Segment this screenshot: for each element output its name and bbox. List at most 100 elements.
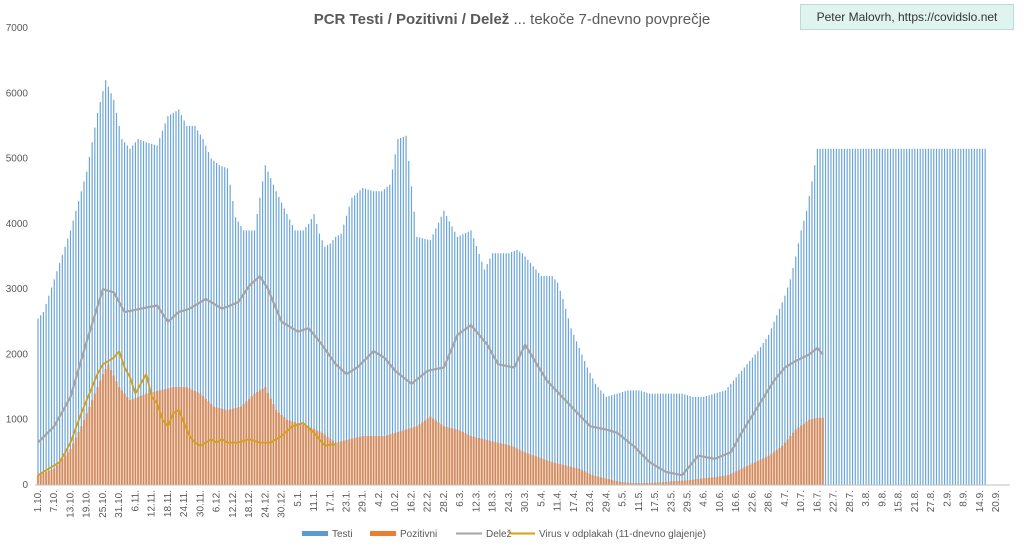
bar-pozitivni bbox=[261, 388, 264, 485]
bar-pozitivni bbox=[150, 392, 153, 485]
y-tick-label: 2000 bbox=[6, 349, 29, 360]
bar-pozitivni bbox=[310, 427, 313, 485]
bar-testi bbox=[841, 148, 843, 485]
bar-pozitivni bbox=[716, 476, 719, 485]
bar-testi bbox=[789, 279, 791, 485]
x-tick-label: 24.12. bbox=[260, 490, 271, 518]
bar-testi bbox=[681, 393, 683, 485]
bar-testi bbox=[286, 214, 288, 485]
x-tick-label: 24.3. bbox=[504, 490, 515, 512]
bar-testi bbox=[381, 191, 383, 485]
bar-pozitivni bbox=[691, 479, 695, 485]
bar-pozitivni bbox=[104, 369, 107, 485]
bar-pozitivni bbox=[426, 418, 429, 485]
bar-pozitivni bbox=[364, 436, 367, 485]
bar-testi bbox=[605, 396, 607, 485]
bar-testi bbox=[562, 298, 564, 485]
bar-pozitivni bbox=[659, 482, 662, 485]
bar-testi bbox=[362, 187, 364, 485]
bar-pozitivni bbox=[99, 380, 102, 485]
bar-pozitivni bbox=[689, 480, 692, 485]
bar-pozitivni bbox=[218, 407, 221, 485]
bar-pozitivni bbox=[118, 387, 121, 485]
bar-pozitivni bbox=[348, 439, 351, 485]
bar-testi bbox=[59, 263, 61, 485]
bar-testi bbox=[153, 144, 155, 485]
bar-testi bbox=[784, 295, 786, 485]
x-tick-label: 4.2. bbox=[374, 490, 385, 507]
x-tick-label: 23.5. bbox=[666, 490, 677, 512]
x-tick-label: 4.7. bbox=[780, 490, 791, 507]
bar-pozitivni bbox=[778, 447, 781, 485]
bar-pozitivni bbox=[407, 428, 410, 485]
bar-pozitivni bbox=[185, 387, 188, 485]
bar-testi bbox=[519, 251, 521, 485]
bar-pozitivni bbox=[523, 452, 527, 485]
bar-pozitivni bbox=[131, 399, 134, 485]
bar-pozitivni bbox=[172, 387, 175, 485]
bar-pozitivni bbox=[575, 468, 578, 485]
bar-pozitivni bbox=[567, 466, 570, 485]
bar-testi bbox=[895, 148, 897, 485]
bar-testi bbox=[473, 238, 475, 485]
bar-pozitivni bbox=[569, 466, 573, 485]
bar-pozitivni bbox=[764, 456, 768, 485]
y-tick-label: 6000 bbox=[6, 88, 29, 99]
bar-testi bbox=[262, 181, 264, 486]
bar-testi bbox=[686, 395, 689, 485]
x-tick-label: 19.10. bbox=[82, 490, 93, 518]
bar-pozitivni bbox=[521, 451, 524, 485]
bar-testi bbox=[405, 135, 407, 485]
bar-testi bbox=[137, 138, 139, 486]
bar-pozitivni bbox=[694, 479, 697, 485]
bar-testi bbox=[124, 142, 126, 485]
bar-pozitivni bbox=[464, 433, 467, 485]
bar-testi bbox=[824, 148, 827, 485]
bar-pozitivni bbox=[396, 431, 400, 485]
bar-pozitivni bbox=[759, 459, 762, 485]
bar-testi bbox=[105, 80, 107, 485]
bar-testi bbox=[159, 138, 161, 486]
bar-pozitivni bbox=[781, 445, 784, 485]
bar-pozitivni bbox=[326, 436, 329, 485]
bar-testi bbox=[500, 253, 502, 485]
x-tick-label: 10.7. bbox=[796, 490, 807, 512]
bar-pozitivni bbox=[605, 478, 608, 485]
x-tick-label: 18.12. bbox=[244, 490, 255, 518]
bar-testi bbox=[962, 148, 965, 485]
bar-testi bbox=[335, 236, 337, 485]
bar-testi bbox=[797, 243, 800, 485]
bar-testi bbox=[397, 138, 399, 486]
bar-pozitivni bbox=[345, 439, 348, 485]
y-axis: 0 1000 2000 3000 4000 5000 6000 7000 bbox=[6, 23, 29, 491]
bar-testi bbox=[205, 145, 207, 485]
chart-title-bold: PCR Testi / Pozitivni / Delež bbox=[314, 11, 510, 28]
bar-pozitivni bbox=[266, 392, 270, 485]
bar-testi bbox=[981, 148, 984, 485]
bar-testi bbox=[954, 148, 956, 485]
bar-pozitivni bbox=[607, 479, 611, 485]
bar-pozitivni bbox=[226, 409, 229, 485]
bar-testi bbox=[489, 258, 491, 485]
x-tick-label: 30.3. bbox=[520, 490, 531, 512]
bar-testi bbox=[565, 308, 567, 485]
bar-testi bbox=[132, 145, 134, 485]
bar-pozitivni bbox=[388, 434, 391, 485]
bar-testi bbox=[202, 138, 204, 486]
bar-testi bbox=[946, 148, 948, 485]
chart-title: PCR Testi / Pozitivni / Delež ... tekoče… bbox=[314, 11, 711, 28]
bar-pozitivni bbox=[342, 440, 345, 485]
bar-pozitivni bbox=[169, 387, 172, 485]
bar-testi bbox=[237, 221, 239, 485]
bar-testi bbox=[527, 259, 529, 485]
bar-testi bbox=[938, 148, 940, 485]
bar-testi bbox=[253, 230, 256, 485]
bar-pozitivni bbox=[134, 397, 137, 485]
bar-testi bbox=[827, 148, 829, 485]
line-delez bbox=[37, 275, 824, 477]
bar-testi bbox=[776, 315, 778, 485]
bar-testi bbox=[459, 235, 461, 485]
bar-pozitivni bbox=[502, 443, 505, 485]
legend-label: Pozitivni bbox=[400, 529, 437, 540]
bar-testi bbox=[424, 238, 426, 485]
